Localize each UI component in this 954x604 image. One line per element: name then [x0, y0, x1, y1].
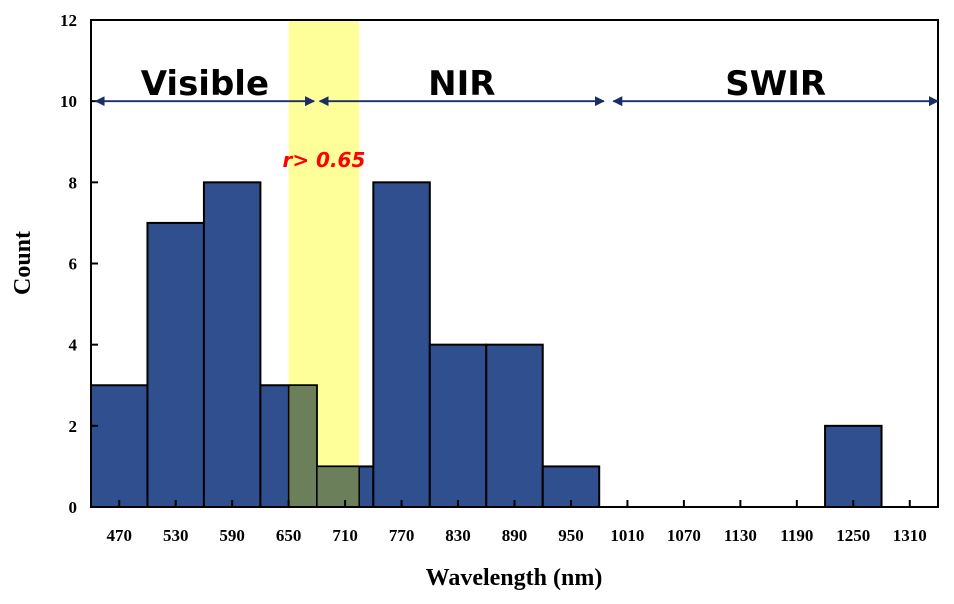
x-tick-label-5: 770 — [389, 526, 415, 545]
x-tick-label-4: 710 — [332, 526, 358, 545]
y-axis-title: Count — [10, 231, 36, 295]
y-tick-label-2: 4 — [69, 336, 78, 355]
region-label-visible: Visible — [141, 64, 269, 104]
highlight-overlap-4 — [316, 465, 360, 508]
histogram-bar-7 — [485, 343, 544, 508]
x-tick-label-0: 470 — [106, 526, 132, 545]
x-tick-label-8: 950 — [558, 526, 584, 545]
y-tick-label-0: 0 — [69, 498, 78, 517]
histogram-bar-13 — [824, 424, 883, 509]
y-tick-label-4: 8 — [69, 173, 78, 192]
x-axis-title: Wavelength (nm) — [426, 565, 603, 591]
x-tick-label-7: 890 — [502, 526, 528, 545]
x-tick-label-14: 1310 — [893, 526, 927, 545]
x-tick-label-13: 1250 — [836, 526, 870, 545]
y-tick-label-1: 2 — [69, 417, 78, 436]
x-tick-label-3: 650 — [276, 526, 302, 545]
highlight-overlap-3 — [287, 384, 318, 508]
region-label-swir: SWIR — [725, 64, 826, 104]
x-tick-label-10: 1070 — [667, 526, 701, 545]
y-tick-label-5: 10 — [60, 92, 77, 111]
x-tick-label-9: 1010 — [610, 526, 644, 545]
x-tick-label-2: 590 — [219, 526, 245, 545]
region-label-nir: NIR — [428, 64, 495, 104]
threshold-label: r> 0.65 — [282, 148, 365, 172]
x-tick-label-6: 830 — [445, 526, 471, 545]
x-tick-label-1: 530 — [163, 526, 189, 545]
histogram-bar-0 — [90, 384, 149, 508]
histogram-bar-1 — [146, 221, 205, 509]
histogram-bar-6 — [428, 343, 488, 508]
y-tick-label-6: 12 — [60, 11, 77, 30]
x-tick-label-12: 1190 — [780, 526, 813, 545]
histogram-bar-2 — [202, 181, 262, 508]
histogram-bar-5 — [372, 181, 431, 508]
x-tick-label-11: 1130 — [724, 526, 757, 545]
y-tick-label-3: 6 — [69, 255, 78, 274]
